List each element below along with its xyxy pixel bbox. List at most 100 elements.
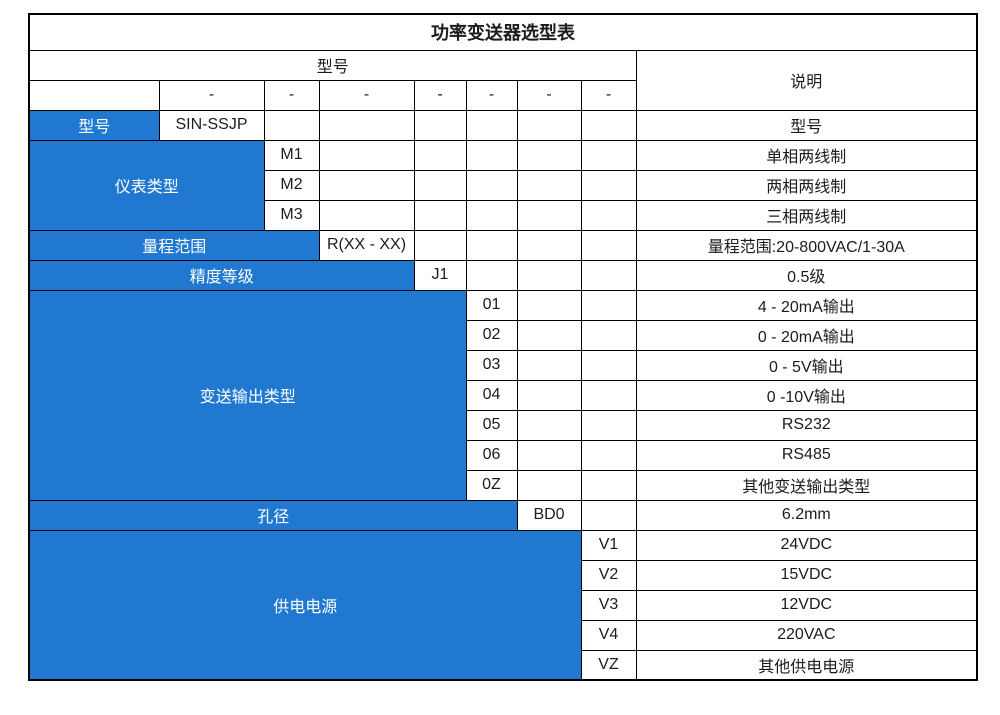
- desc-cell: 单相两线制: [635, 139, 978, 171]
- code-cell: V1: [580, 529, 637, 561]
- desc-cell: 其他供电电源: [635, 649, 978, 681]
- dash-cell: -: [318, 79, 415, 111]
- empty-cell: [516, 379, 582, 411]
- empty-cell: [580, 499, 637, 531]
- desc-cell-model: 型号: [635, 109, 978, 141]
- code-cell: 04: [465, 379, 518, 411]
- empty-cell: [580, 229, 637, 261]
- empty-cell: [318, 109, 415, 141]
- empty-cell: [413, 169, 467, 201]
- code-cell: M2: [263, 169, 320, 201]
- code-cell: J1: [413, 259, 467, 291]
- code-cell: VZ: [580, 649, 637, 681]
- empty-cell: [413, 199, 467, 231]
- empty-cell: [580, 139, 637, 171]
- empty-cell: [580, 379, 637, 411]
- dash-cell: -: [516, 79, 582, 111]
- empty-cell: [580, 349, 637, 381]
- selection-table: 功率变送器选型表 型号 说明 - - - - - - - 型号 SIN-SSJP: [28, 13, 979, 681]
- empty-cell: [516, 139, 582, 171]
- empty-cell: [580, 289, 637, 321]
- code-cell: V2: [580, 559, 637, 591]
- desc-cell: RS485: [635, 439, 978, 471]
- header-model-group: 型号: [28, 49, 637, 81]
- section-label-instrument-type: 仪表类型: [28, 139, 265, 231]
- code-cell: M3: [263, 199, 320, 231]
- empty-cell: [318, 169, 415, 201]
- empty-cell: [516, 109, 582, 141]
- empty-cell: [516, 439, 582, 471]
- empty-cell: [465, 169, 518, 201]
- code-cell: 0Z: [465, 469, 518, 501]
- dash-cell: -: [580, 79, 637, 111]
- section-label-power-supply: 供电电源: [28, 529, 582, 681]
- code-cell: V3: [580, 589, 637, 621]
- code-cell: R(XX - XX): [318, 229, 415, 261]
- section-label-model: 型号: [28, 109, 160, 141]
- code-cell-model: SIN-SSJP: [158, 109, 265, 141]
- desc-cell: 0 - 20mA输出: [635, 319, 978, 351]
- empty-cell: [580, 109, 637, 141]
- code-cell: V4: [580, 619, 637, 651]
- desc-cell: 量程范围:20-800VAC/1-30A: [635, 229, 978, 261]
- section-label-output-type: 变送输出类型: [28, 289, 467, 501]
- empty-cell: [465, 229, 518, 261]
- desc-cell: 三相两线制: [635, 199, 978, 231]
- empty-cell: [413, 139, 467, 171]
- empty-cell: [413, 229, 467, 261]
- empty-cell: [580, 259, 637, 291]
- empty-cell: [465, 199, 518, 231]
- empty-cell: [516, 199, 582, 231]
- code-cell: M1: [263, 139, 320, 171]
- empty-cell: [580, 469, 637, 501]
- desc-cell: 6.2mm: [635, 499, 978, 531]
- code-cell: 02: [465, 319, 518, 351]
- desc-cell: 0 -10V输出: [635, 379, 978, 411]
- dash-cell: -: [158, 79, 265, 111]
- table-title: 功率变送器选型表: [28, 13, 978, 51]
- empty-cell: [263, 109, 320, 141]
- empty-cell: [580, 319, 637, 351]
- empty-cell: [580, 199, 637, 231]
- empty-cell: [465, 259, 518, 291]
- dash-cell: -: [263, 79, 320, 111]
- dash-cell: -: [413, 79, 467, 111]
- desc-cell: 15VDC: [635, 559, 978, 591]
- empty-cell: [516, 349, 582, 381]
- code-cell: 06: [465, 439, 518, 471]
- empty-cell: [516, 469, 582, 501]
- section-label-bore-diameter: 孔径: [28, 499, 518, 531]
- empty-cell: [318, 199, 415, 231]
- dash-cell: -: [465, 79, 518, 111]
- code-cell: 01: [465, 289, 518, 321]
- code-cell: 03: [465, 349, 518, 381]
- empty-cell: [580, 439, 637, 471]
- empty-cell: [516, 319, 582, 351]
- section-label-accuracy-class: 精度等级: [28, 259, 415, 291]
- blank-cell: [28, 79, 160, 111]
- empty-cell: [465, 109, 518, 141]
- desc-cell: 12VDC: [635, 589, 978, 621]
- desc-cell: 0 - 5V输出: [635, 349, 978, 381]
- desc-cell: RS232: [635, 409, 978, 441]
- empty-cell: [516, 289, 582, 321]
- desc-cell: 220VAC: [635, 619, 978, 651]
- desc-cell: 两相两线制: [635, 169, 978, 201]
- empty-cell: [318, 139, 415, 171]
- section-label-measuring-range: 量程范围: [28, 229, 320, 261]
- empty-cell: [516, 229, 582, 261]
- desc-cell: 其他变送输出类型: [635, 469, 978, 501]
- empty-cell: [413, 109, 467, 141]
- empty-cell: [580, 409, 637, 441]
- empty-cell: [465, 139, 518, 171]
- empty-cell: [580, 169, 637, 201]
- desc-cell: 0.5级: [635, 259, 978, 291]
- empty-cell: [516, 259, 582, 291]
- desc-cell: 4 - 20mA输出: [635, 289, 978, 321]
- code-cell: BD0: [516, 499, 582, 531]
- empty-cell: [516, 409, 582, 441]
- empty-cell: [516, 169, 582, 201]
- code-cell: 05: [465, 409, 518, 441]
- desc-cell: 24VDC: [635, 529, 978, 561]
